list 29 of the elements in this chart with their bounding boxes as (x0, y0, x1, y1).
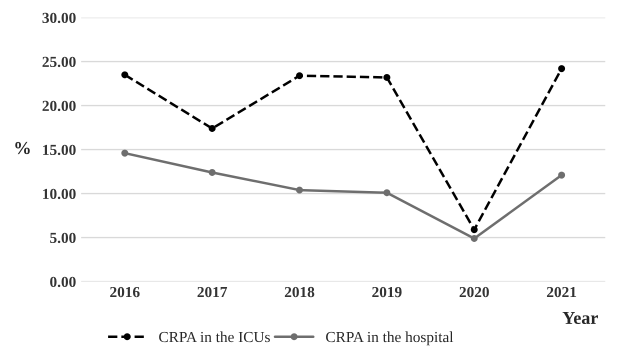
x-tick-label: 2017 (198, 286, 228, 298)
point (296, 72, 303, 80)
x-tick-label: 2018 (284, 286, 314, 298)
point (208, 125, 216, 132)
x-tick-label: 2016 (110, 286, 140, 298)
point (558, 65, 566, 72)
y-tick-label: 25.00 (42, 56, 76, 68)
legend-label: CRPA in the hospital (326, 331, 454, 346)
point (470, 226, 478, 234)
point (470, 235, 478, 242)
y-tick-label: 15.00 (43, 144, 76, 156)
y-tick-label: 30.00 (42, 12, 76, 24)
point (558, 172, 566, 179)
x-tick-label: 2019 (372, 286, 402, 298)
point (383, 74, 390, 81)
x-tick-label: 2020 (460, 286, 489, 298)
y-tick-label: 0.00 (50, 276, 76, 288)
point (121, 71, 128, 78)
y-tick-label: 10.00 (43, 188, 76, 200)
x-tick-label: 2021 (546, 286, 576, 298)
legend-label: CRPA in the ICUs (159, 331, 270, 342)
y-axis-title: % (15, 142, 30, 154)
point (383, 189, 390, 196)
x-axis-title: Year (562, 312, 598, 324)
point (296, 186, 303, 194)
y-tick-label: 5.00 (50, 232, 76, 244)
point (208, 169, 216, 176)
point (121, 150, 128, 157)
y-tick-label: 20.00 (42, 100, 76, 112)
